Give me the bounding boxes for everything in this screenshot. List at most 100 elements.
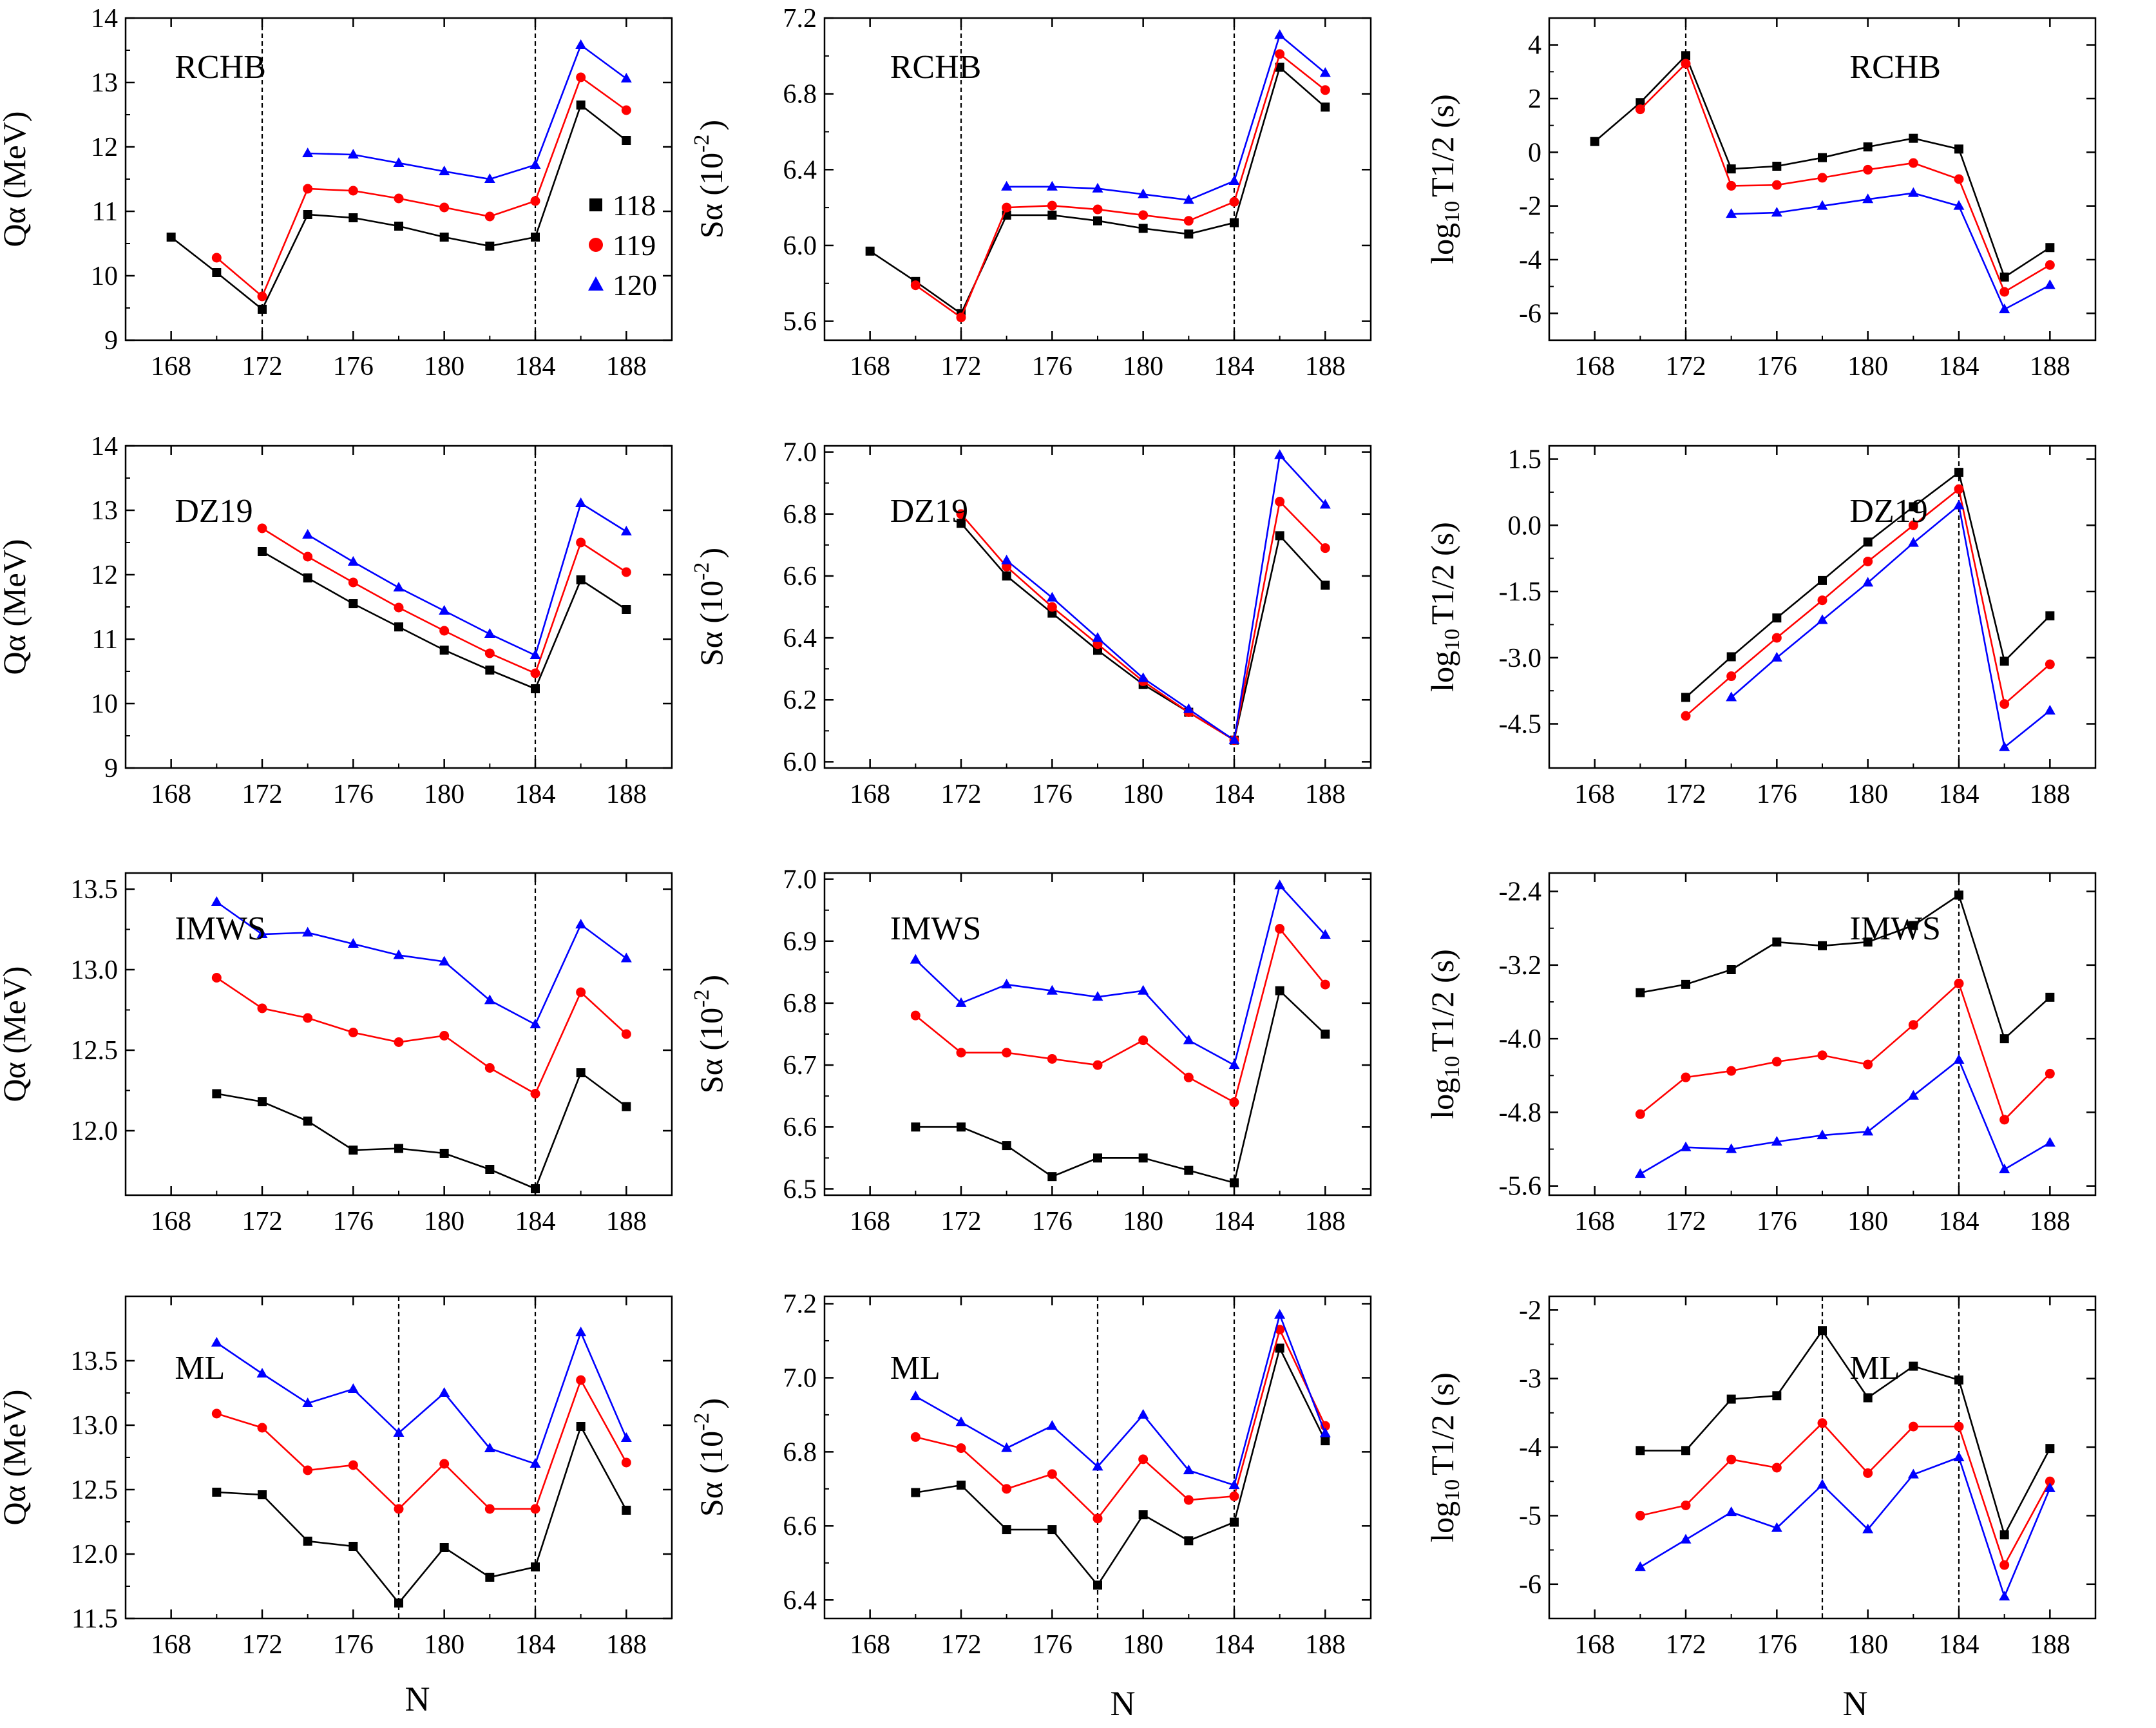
data-point-119 [1047,200,1057,211]
data-point-120 [1228,1059,1240,1070]
y-tick-label: 7.0 [783,438,817,468]
data-point-118 [2045,1444,2055,1454]
series-line-119 [1640,1421,2051,1568]
data-point-118 [1681,1446,1690,1455]
y-axis-label: Qα (MeV) [0,1390,32,1526]
data-point-119 [484,211,495,222]
y-label-tail: ) [693,975,729,986]
data-point-118 [1818,1326,1827,1336]
y-label-main: log [1424,223,1460,264]
data-point-118 [1681,979,1690,989]
data-point-119 [1183,1495,1194,1505]
panel-q-imws: 168 172 176 180 184 188 12.0 12.5 13.0 13.5 Qα (Me… [0,872,673,1236]
data-point-118 [439,1543,449,1552]
data-point-118 [1726,164,1736,174]
data-point-120 [910,1390,921,1401]
model-label: IMWS [890,910,982,947]
data-point-119 [1320,543,1330,553]
legend-label-119: 119 [613,229,656,262]
x-tick-label: 176 [333,1207,374,1236]
data-point-118 [1863,937,1873,947]
data-point-120 [529,1458,541,1468]
data-point-118 [1681,51,1690,61]
x-axis-title-col3: N [1843,1684,1868,1723]
data-point-120 [1953,499,1965,510]
data-point-118 [303,1117,312,1126]
data-point-120 [1907,187,1919,197]
x-tick-label: 180 [1123,1207,1163,1236]
data-point-118 [531,1562,540,1571]
data-point-118 [1275,986,1284,995]
data-point-119 [530,1089,540,1099]
data-point-118 [1772,162,1782,171]
data-point-118 [485,1165,495,1174]
x-tick-label: 184 [515,1207,556,1236]
model-label: RCHB [175,49,266,86]
data-point-119 [1320,979,1330,990]
data-point-120 [439,955,450,966]
legend-label-118: 118 [613,189,656,222]
data-point-118 [1002,1141,1011,1151]
data-point-119 [1320,85,1330,95]
data-point-119 [910,280,921,291]
y-tick-label: 13 [91,496,118,526]
data-point-119 [1954,978,1964,988]
x-tick-label: 188 [2030,352,2070,381]
data-point-119 [303,1465,313,1475]
data-point-120 [2044,1137,2056,1147]
series-line-118 [170,103,627,311]
data-point-119 [394,1037,404,1047]
data-point-120 [484,994,495,1004]
data-point-118 [1275,1343,1284,1353]
series-line-119 [216,1378,627,1510]
panel-t-ml: 168 172 176 180 184 188 -6 -5 -4 -3 -2 log10 T1/2 (s… [1424,1295,2097,1660]
y-axis-label: Qα (MeV) [0,111,32,247]
series-line-118 [262,550,627,690]
y-tick-label: -3 [1519,1365,1541,1394]
data-point-118 [1726,965,1736,974]
data-point-119 [1817,595,1827,606]
panel-s-rchb: 168 172 176 180 184 188 5.6 6.0 6.4 6.8 7.2 Sα (10-… [690,4,1372,381]
data-point-119 [621,1457,631,1468]
data-point-119 [2045,1476,2055,1486]
x-tick-label: 172 [941,780,982,809]
x-tick-label: 172 [1666,1207,1706,1236]
data-point-120 [1138,1408,1149,1419]
data-point-119 [211,253,222,263]
data-point-119 [1771,1057,1782,1067]
y-tick-label: 6.6 [783,1512,817,1541]
series-line-120 [1730,504,2051,749]
y-tick-label: 0.0 [1508,511,1542,541]
data-point-119 [1092,1513,1103,1524]
data-point-120 [529,159,541,169]
data-point-118 [1909,921,1918,930]
y-tick-label: 7.0 [783,1363,817,1393]
y-label-main: Qα (MeV) [0,966,32,1102]
x-tick-label: 188 [2030,1630,2070,1660]
data-point-118 [622,1506,631,1515]
data-point-118 [1047,1525,1057,1535]
model-label: IMWS [1849,910,1941,947]
model-label: DZ19 [175,493,253,530]
data-point-118 [1230,1517,1239,1527]
series-line-119 [915,926,1326,1104]
data-point-118 [485,242,495,251]
y-tick-label: 12.5 [71,1036,119,1066]
data-point-118 [1999,273,2009,282]
x-tick-label: 176 [333,352,374,381]
data-point-118 [303,210,312,219]
model-label: IMWS [175,910,266,947]
y-tick-label: 10 [91,262,118,291]
panel-t-imws: 168 172 176 180 184 188 -5.6 -4.8 -4.0 -3.2 -2.4 lo… [1424,872,2097,1236]
panel-q-ml: 168 172 176 180 184 188 11.5 12.0 12.5 13.0 13.5 Qα… [0,1295,673,1660]
x-tick-label: 176 [1757,352,1797,381]
x-tick-label: 180 [1123,780,1163,809]
data-point-119 [1681,59,1691,69]
data-point-118 [394,1144,403,1153]
y-label-sub: 10 [1440,201,1464,223]
data-point-118 [1002,1525,1011,1535]
data-point-119 [2045,260,2055,270]
y-tick-label: 4 [1528,31,1541,61]
data-point-120 [575,919,587,928]
legend: 118 119 120 [588,189,657,302]
